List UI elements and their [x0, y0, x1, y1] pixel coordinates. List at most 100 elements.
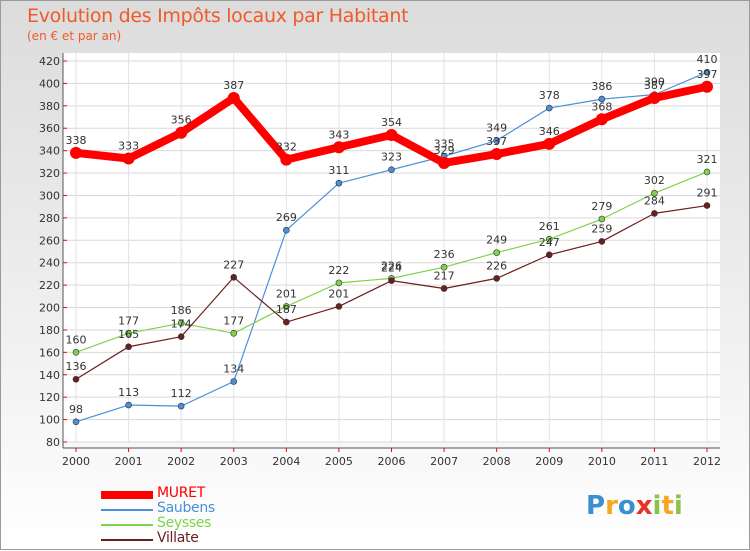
- y-tick-label: 260: [39, 234, 60, 247]
- data-label-villate: 224: [381, 262, 402, 275]
- x-tick-label: 2005: [325, 455, 353, 468]
- data-point-villate: [651, 210, 658, 217]
- data-point-saubens: [230, 378, 238, 385]
- data-label-seysses: 236: [434, 248, 455, 261]
- data-point-villate: [72, 375, 80, 383]
- data-point-muret: [332, 141, 345, 154]
- data-label-villate: 136: [66, 360, 87, 373]
- data-point-villate: [545, 251, 553, 259]
- data-point-saubens: [493, 137, 500, 144]
- data-label-saubens: 335: [434, 137, 455, 150]
- data-label-seysses: 226: [381, 259, 402, 272]
- data-label-saubens: 112: [171, 387, 192, 400]
- data-label-seysses: 177: [223, 314, 244, 327]
- data-point-muret: [70, 146, 82, 159]
- data-label-saubens: 269: [276, 211, 297, 224]
- data-point-muret: [280, 153, 293, 166]
- logo-letter: t: [661, 491, 674, 521]
- data-label-villate: 284: [644, 194, 665, 207]
- logo-letter: x: [635, 491, 653, 521]
- data-point-saubens: [598, 95, 606, 103]
- data-label-villate: 291: [697, 187, 718, 200]
- data-point-saubens: [388, 166, 395, 173]
- logo-letter: r: [605, 491, 618, 521]
- proxiti-logo: Proxiti: [586, 491, 683, 521]
- data-point-seysses: [440, 263, 448, 271]
- x-tick-label: 2008: [483, 455, 511, 468]
- data-point-seysses: [598, 215, 606, 223]
- y-tick-label: 420: [39, 55, 60, 68]
- x-tick-label: 2003: [220, 455, 248, 468]
- data-point-seysses: [72, 349, 80, 356]
- data-label-muret: 368: [591, 100, 612, 113]
- data-label-villate: 174: [171, 318, 192, 331]
- data-label-muret: 332: [276, 141, 297, 154]
- data-label-seysses: 302: [644, 174, 665, 187]
- data-label-seysses: 201: [276, 287, 297, 300]
- data-label-muret: 338: [66, 134, 87, 147]
- data-point-seysses: [545, 235, 553, 243]
- chart-subtitle: (en € et par an): [27, 29, 122, 43]
- legend-swatch: [101, 539, 153, 541]
- y-tick-label: 160: [39, 346, 60, 359]
- data-point-muret: [385, 128, 398, 141]
- data-label-muret: 397: [697, 68, 718, 81]
- logo-letter: i: [673, 491, 683, 521]
- data-point-villate: [230, 273, 238, 281]
- legend-item-muret: MURET: [101, 485, 301, 502]
- data-label-saubens: 386: [591, 80, 612, 93]
- y-tick-label: 380: [39, 100, 60, 113]
- chart-title: Evolution des Impôts locaux par Habitant: [27, 5, 409, 27]
- data-label-saubens: 349: [486, 122, 507, 135]
- data-label-villate: 226: [486, 259, 507, 272]
- data-point-muret: [595, 113, 608, 126]
- data-label-muret: 337: [486, 135, 507, 148]
- data-point-seysses: [335, 279, 343, 287]
- x-tick-label: 2000: [62, 455, 90, 468]
- logo-letter: P: [586, 491, 606, 521]
- data-label-saubens: 410: [697, 53, 718, 66]
- data-point-saubens: [545, 104, 553, 112]
- data-point-villate: [440, 285, 448, 292]
- data-point-villate: [125, 343, 132, 351]
- data-label-muret: 387: [644, 79, 665, 92]
- x-tick-label: 2006: [378, 455, 406, 468]
- x-tick-label: 2010: [588, 455, 616, 468]
- legend-label: Villate: [157, 530, 199, 546]
- y-tick-label: 400: [39, 77, 60, 90]
- data-point-saubens: [335, 179, 343, 187]
- data-point-muret: [701, 80, 713, 93]
- y-tick-label: 220: [39, 279, 60, 292]
- x-tick-label: 2004: [272, 455, 300, 468]
- data-label-saubens: 378: [539, 89, 560, 102]
- data-label-villate: 217: [434, 269, 455, 282]
- y-tick-label: 120: [39, 391, 60, 404]
- legend-item-saubens: Saubens: [101, 500, 301, 517]
- legend-label: Saubens: [157, 500, 215, 516]
- data-point-muret: [438, 156, 451, 169]
- data-label-muret: 329: [434, 144, 455, 157]
- data-label-seysses: 249: [486, 234, 507, 247]
- logo-letter: i: [652, 491, 662, 521]
- data-label-seysses: 186: [171, 304, 192, 317]
- y-tick-label: 360: [39, 122, 60, 135]
- data-point-seysses: [283, 303, 290, 310]
- data-point-villate: [177, 333, 185, 340]
- y-tick-label: 80: [46, 436, 60, 449]
- data-label-muret: 356: [171, 114, 192, 127]
- data-label-saubens: 390: [644, 76, 665, 89]
- data-label-villate: 247: [539, 236, 560, 249]
- data-label-saubens: 311: [328, 164, 349, 177]
- data-point-saubens: [177, 402, 185, 410]
- y-tick-label: 180: [39, 324, 60, 337]
- data-label-villate: 227: [223, 258, 244, 271]
- data-label-saubens: 98: [69, 403, 83, 416]
- y-tick-label: 340: [39, 145, 60, 158]
- x-tick-label: 2001: [115, 455, 143, 468]
- data-label-seysses: 279: [591, 200, 612, 213]
- logo-letter: o: [617, 491, 636, 521]
- x-tick-label: 2009: [535, 455, 563, 468]
- data-label-villate: 201: [328, 287, 349, 300]
